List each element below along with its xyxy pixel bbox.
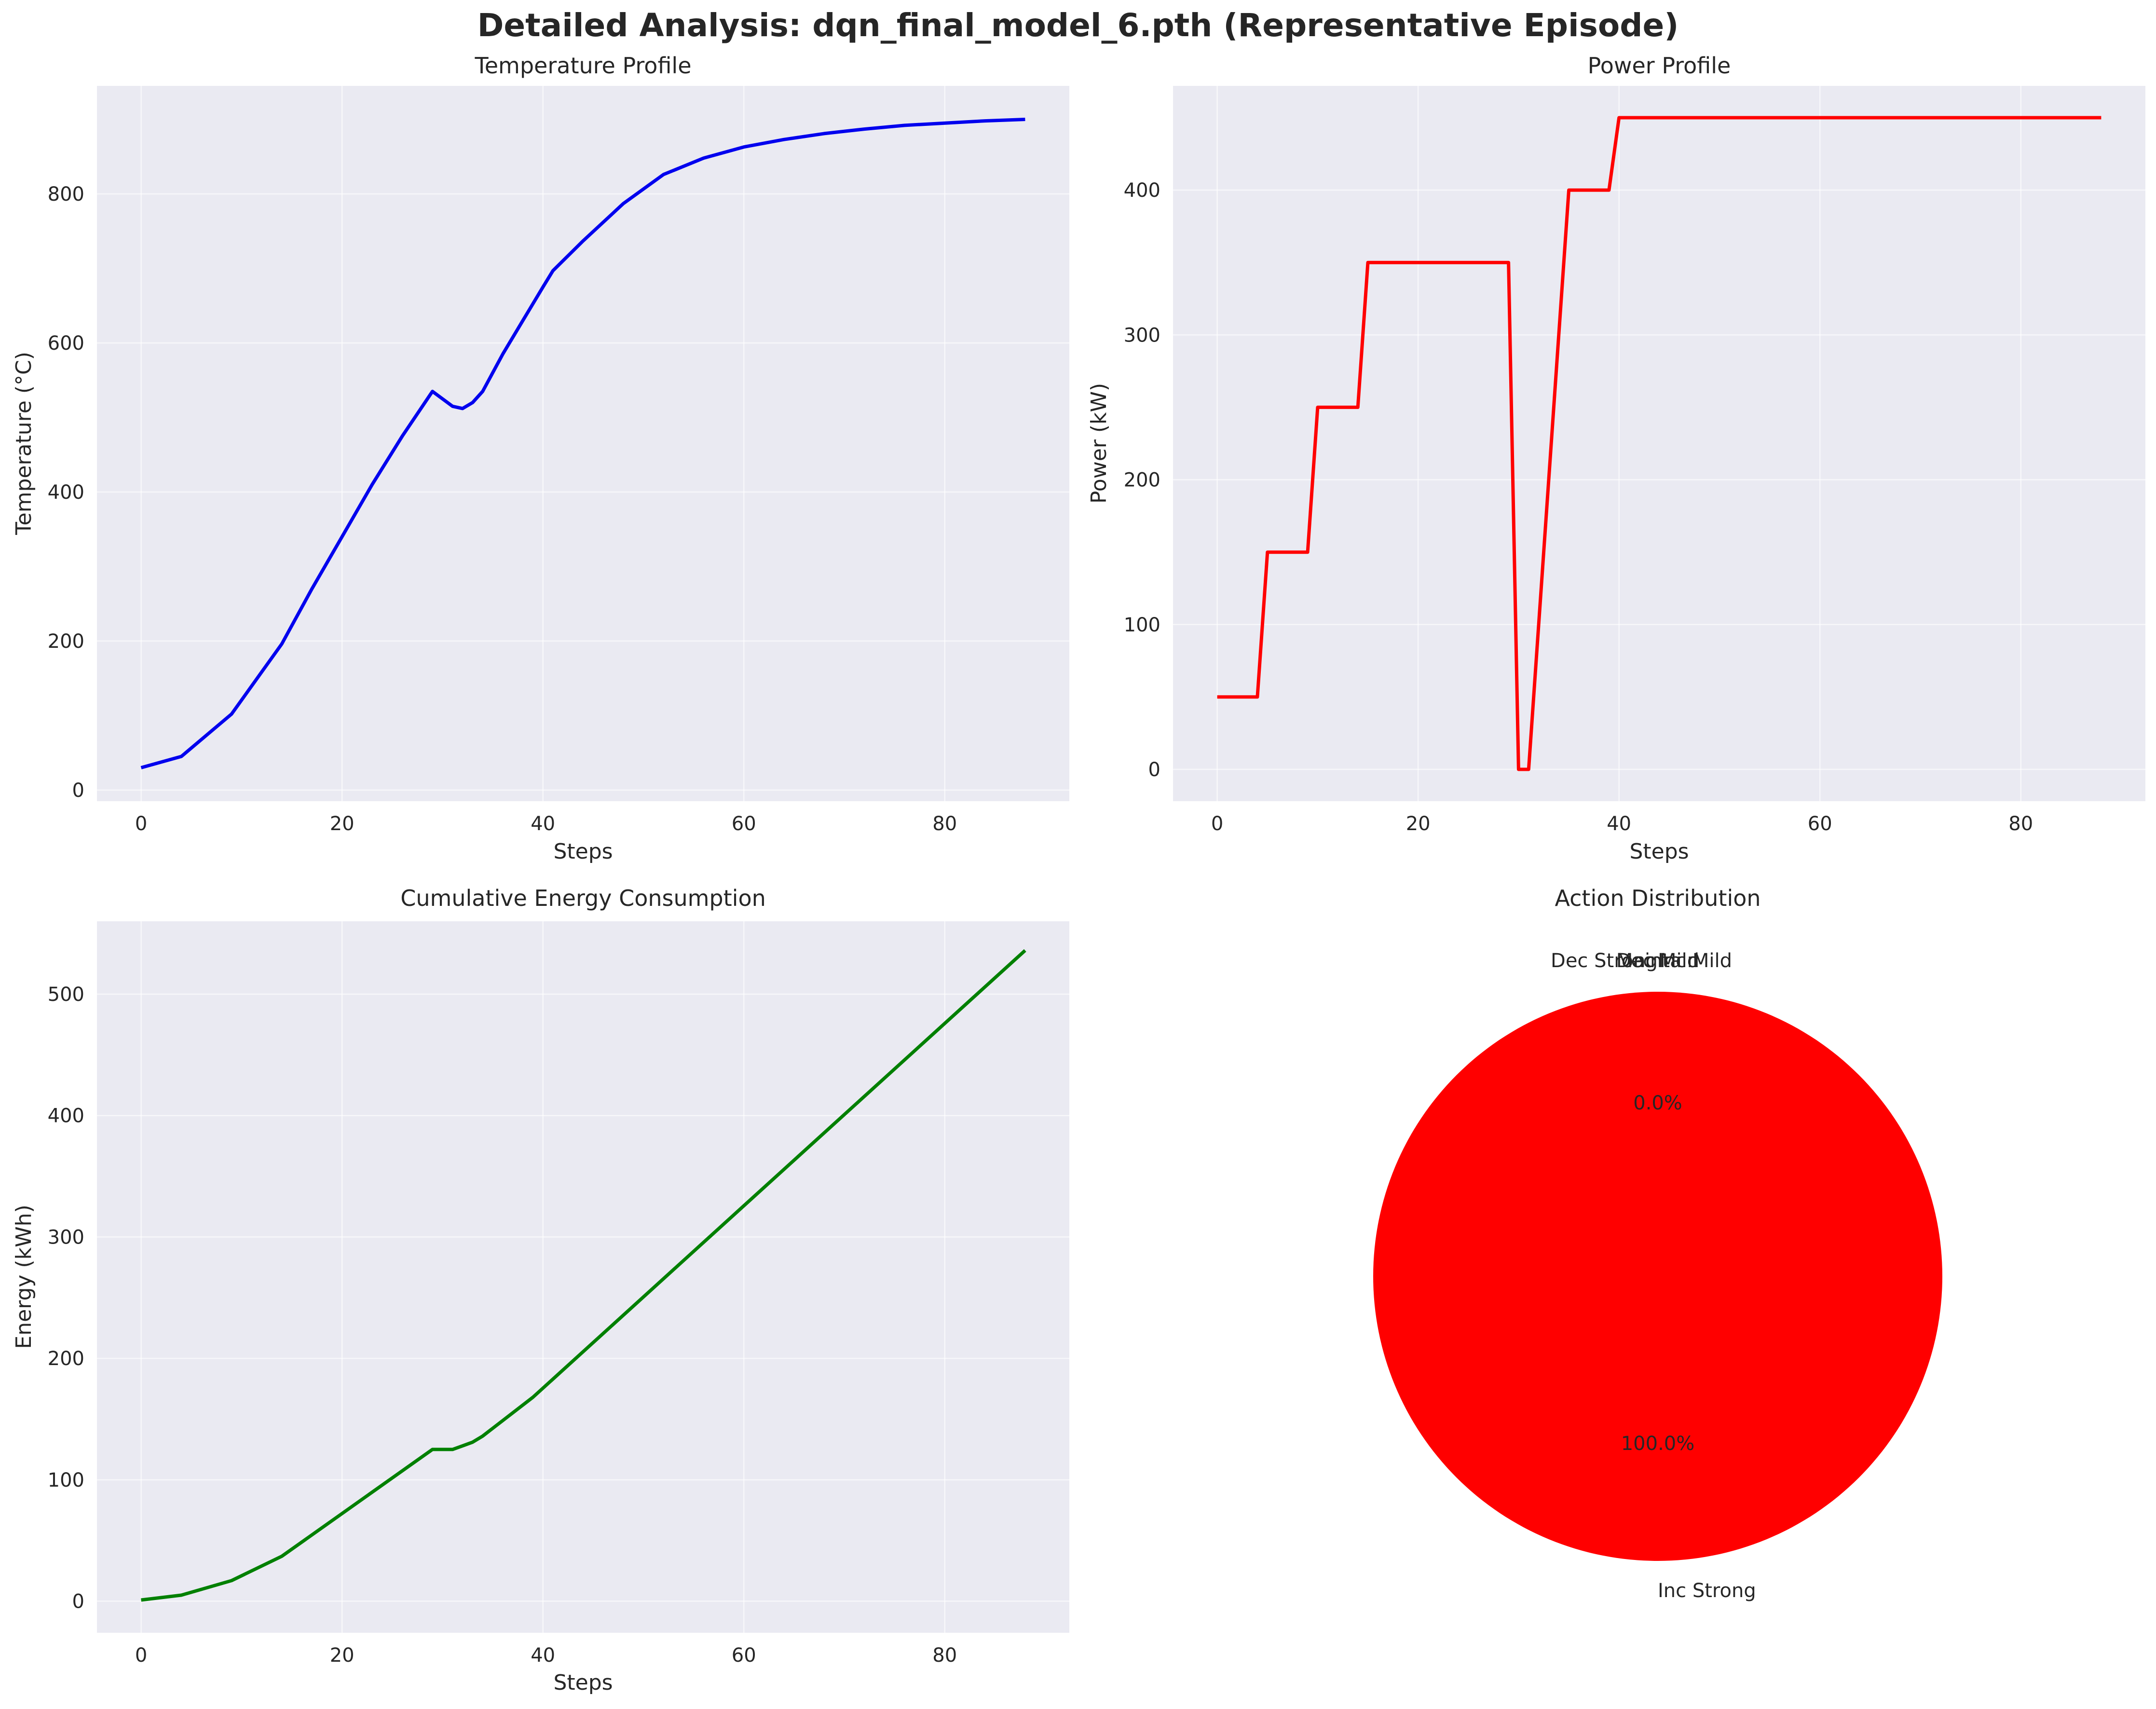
power-ytick-label: 0: [1148, 759, 1160, 781]
energy-xtick-label: 80: [932, 1644, 957, 1667]
figure-title: Detailed Analysis: dqn_final_model_6.pth…: [477, 7, 1679, 44]
temperature-line: [140, 118, 1025, 769]
energy-xtick-label: 40: [531, 1644, 555, 1667]
energy-xtick-label: 20: [330, 1644, 355, 1667]
power-xtick-label: 60: [1808, 813, 1832, 835]
energy-xtick-label: 60: [732, 1644, 756, 1667]
power-line: [1217, 116, 2101, 771]
energy-ytick-label: 400: [48, 1105, 84, 1127]
power-plot-area: [1173, 86, 2145, 801]
pie-label-inc-mild: Inc Mild: [1658, 950, 1732, 972]
power-ytick-label: 300: [1124, 324, 1160, 346]
pie-label-maintain: Maintain: [1616, 950, 1699, 972]
power-xtick-label: 40: [1607, 813, 1631, 835]
power-grid: [1173, 86, 2145, 801]
pie-slice-inc-strong: [1373, 992, 1942, 1561]
power-xlabel: Steps: [1629, 839, 1689, 864]
temperature-xlabel: Steps: [553, 839, 613, 864]
power-title: Power Profile: [1588, 53, 1731, 79]
temperature-grid: [97, 86, 1069, 801]
pie-label-dec-strong: Dec Strong: [1551, 950, 1658, 972]
temperature-ytick-label: 400: [48, 481, 84, 504]
energy-grid: [97, 921, 1069, 1633]
temperature-plot-area: [97, 86, 1069, 801]
power-panel: 0 20 40 60 80 0 100 200 300 400 Power Profile Ste…: [1087, 53, 2145, 864]
temperature-ytick-label: 600: [48, 332, 84, 355]
energy-xtick-label: 0: [135, 1644, 147, 1667]
temperature-xtick-label: 60: [732, 813, 756, 835]
power-xtick-label: 20: [1406, 813, 1431, 835]
energy-ylabel: Energy (kWh): [12, 1204, 36, 1349]
energy-ytick-label: 300: [48, 1226, 84, 1248]
pie-label-inc-strong: Inc Strong: [1658, 1580, 1756, 1602]
temperature-xtick-label: 20: [330, 813, 355, 835]
power-xtick-label: 80: [2008, 813, 2033, 835]
temperature-xtick-label: 80: [932, 813, 957, 835]
power-xtick-label: 0: [1211, 813, 1223, 835]
temperature-ytick-label: 200: [48, 630, 84, 653]
energy-ytick-label: 0: [72, 1591, 84, 1613]
temperature-xtick-label: 0: [135, 813, 147, 835]
energy-ytick-label: 500: [48, 984, 84, 1006]
power-ticks: 0 20 40 60 80 0 100 200 300 400: [1124, 179, 2033, 835]
temperature-ylabel: Temperature (°C): [12, 352, 36, 535]
temperature-title: Temperature Profile: [474, 53, 691, 79]
pie-label-dec-mild: Dec Mild: [1616, 950, 1699, 972]
temperature-ytick-label: 800: [48, 183, 84, 205]
energy-line: [141, 949, 1026, 1602]
power-ytick-label: 200: [1124, 469, 1160, 492]
temperature-ytick-label: 0: [72, 779, 84, 802]
power-ytick-label: 400: [1124, 179, 1160, 202]
pie-pct-zero: 0.0%: [1633, 1092, 1682, 1114]
energy-xlabel: Steps: [553, 1670, 613, 1695]
energy-ticks: 0 20 40 60 80 0 100 200 300 400 500: [48, 984, 957, 1667]
energy-plot-area: [97, 921, 1069, 1633]
pie-pct-full: 100.0%: [1621, 1433, 1695, 1455]
temperature-xtick-label: 40: [531, 813, 555, 835]
actions-title: Action Distribution: [1555, 885, 1760, 911]
energy-ytick-label: 100: [48, 1469, 84, 1491]
energy-title: Cumulative Energy Consumption: [400, 885, 766, 911]
power-ylabel: Power (kW): [1087, 383, 1111, 504]
power-ytick-label: 100: [1124, 614, 1160, 636]
energy-panel: 0 20 40 60 80 0 100 200 300 400 500 Cumulative Ene…: [12, 885, 1069, 1695]
actions-panel: Action Distribution Dec Strong Dec Mild …: [1373, 885, 1942, 1602]
energy-ytick-label: 200: [48, 1348, 84, 1370]
